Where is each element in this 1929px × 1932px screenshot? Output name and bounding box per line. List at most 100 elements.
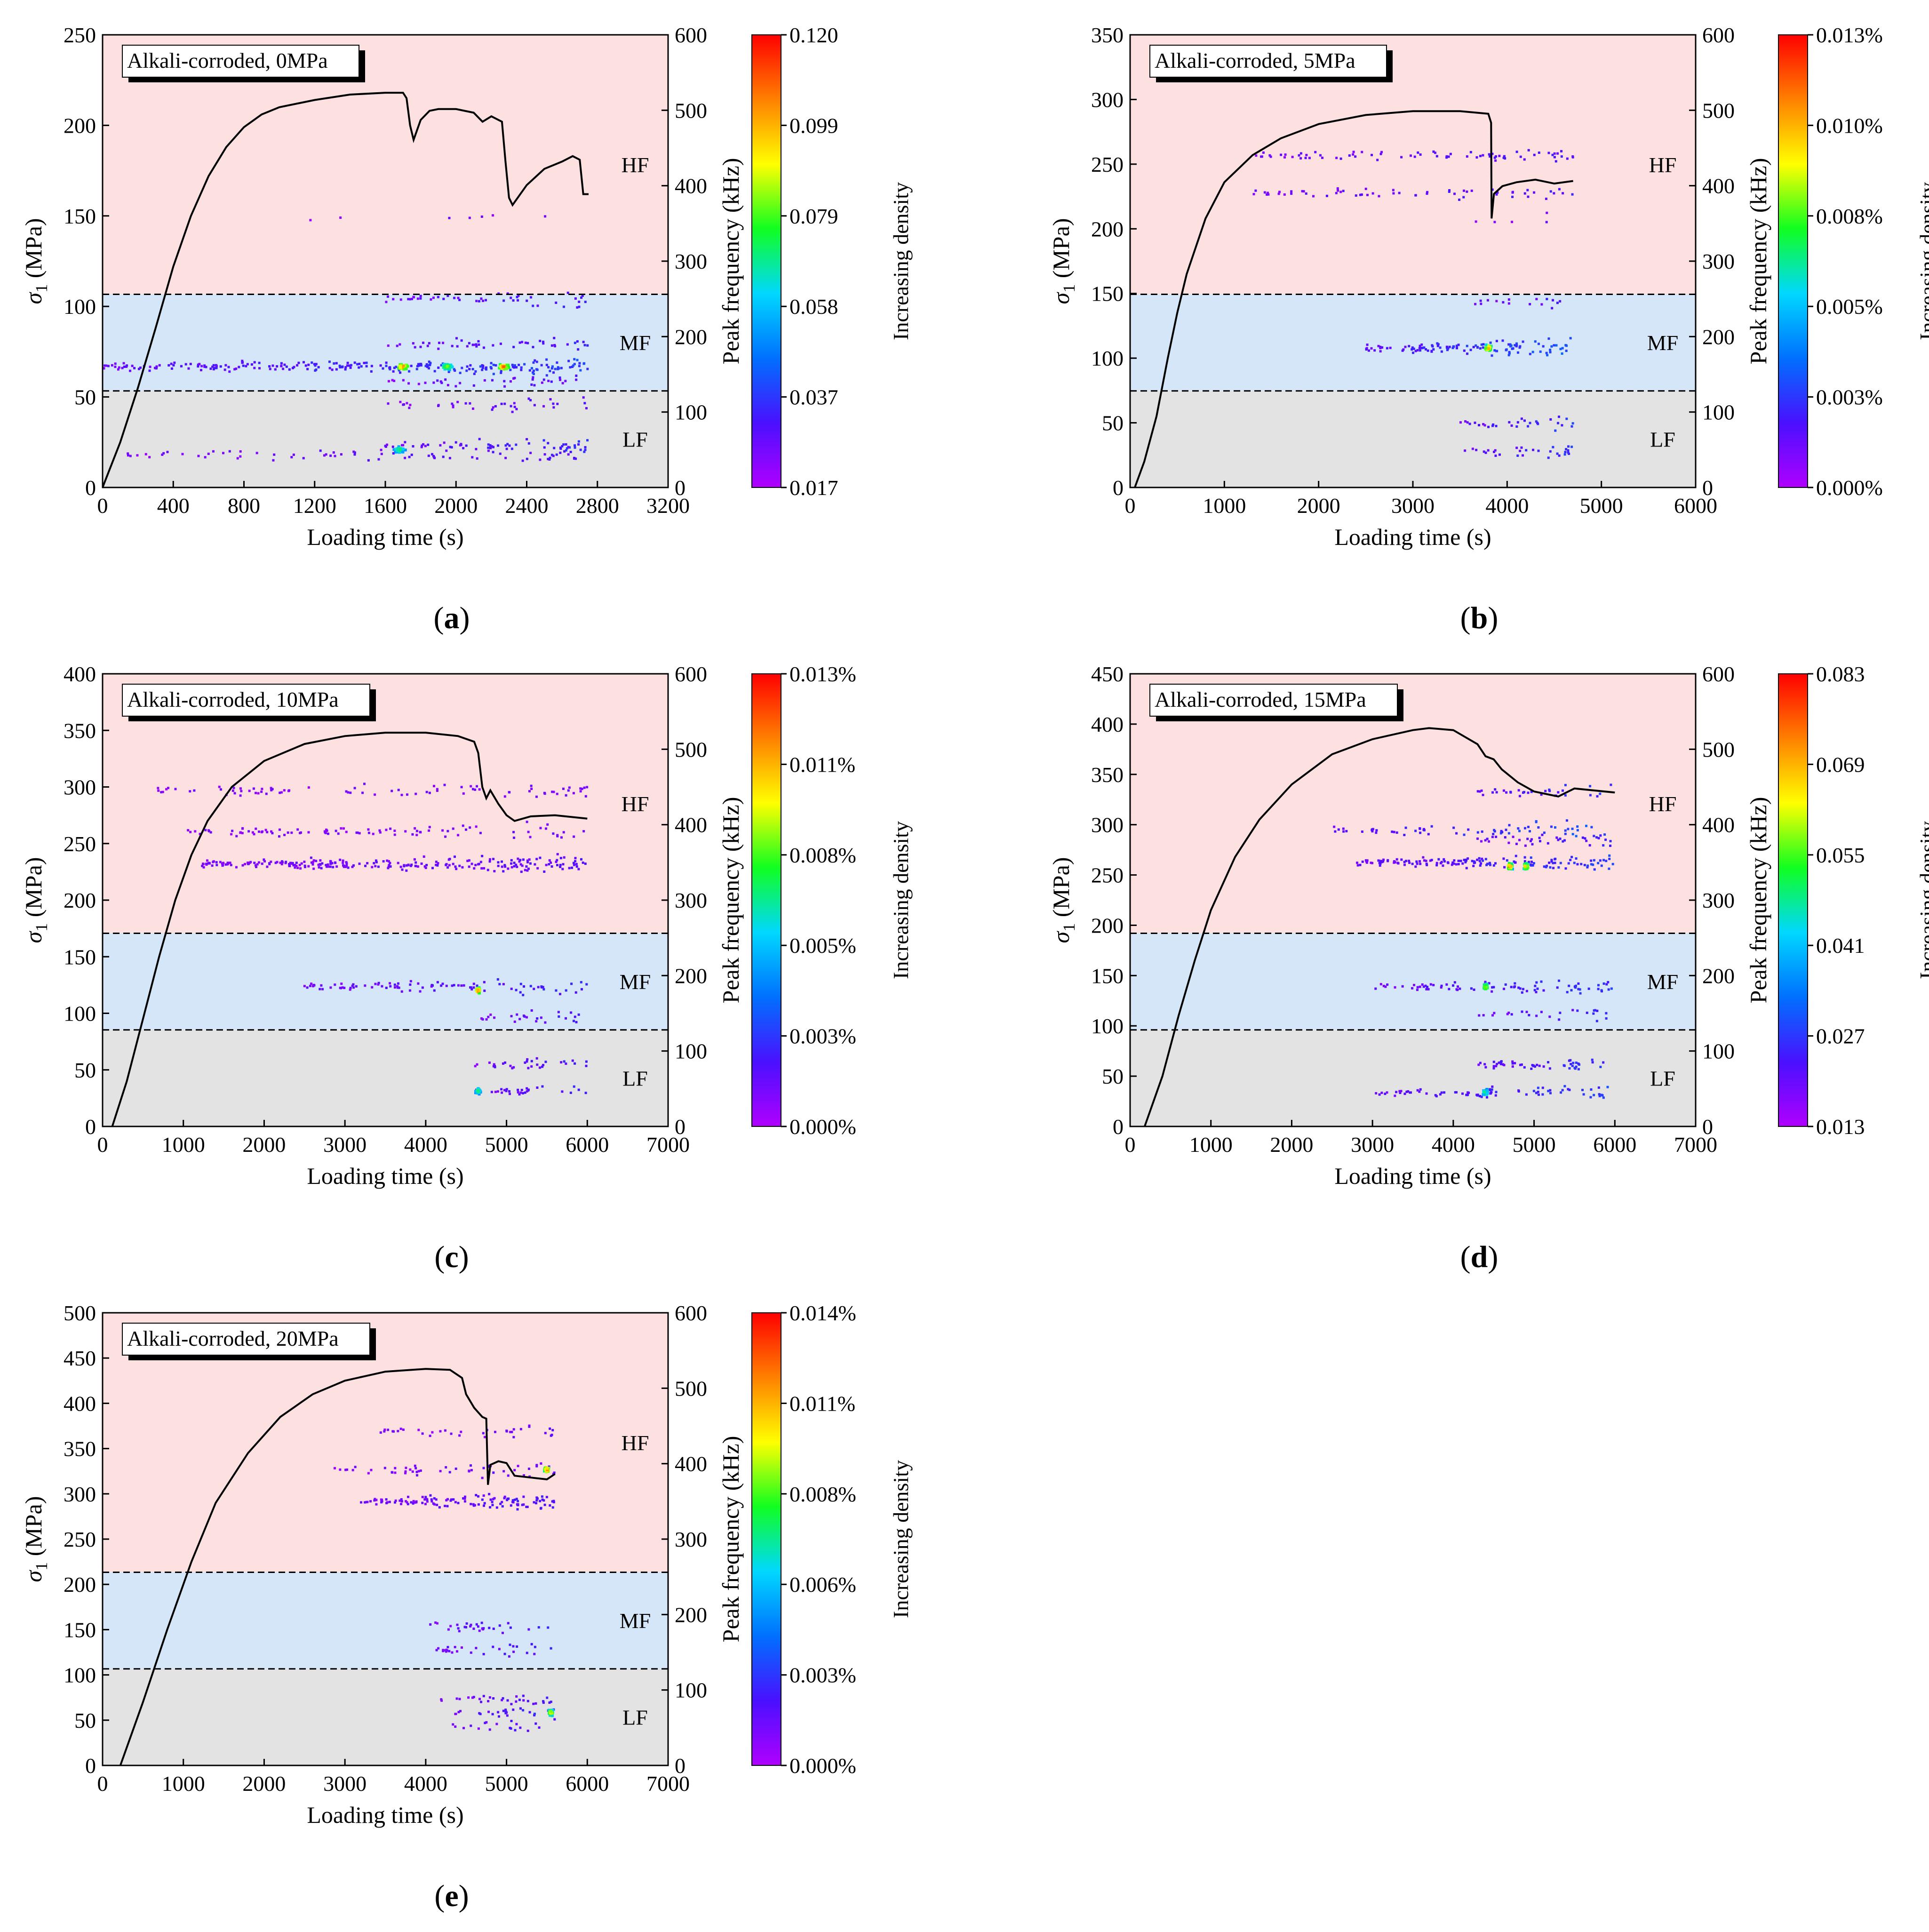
ae-point	[173, 361, 176, 364]
ae-point	[211, 365, 214, 368]
ae-point	[505, 1090, 508, 1093]
ae-point	[1278, 191, 1281, 193]
ae-point	[1600, 864, 1603, 867]
ae-point	[539, 827, 542, 830]
ae-point	[417, 1429, 420, 1431]
ae-point	[377, 983, 380, 986]
mf-band	[1130, 933, 1696, 1030]
colorbar-tick-label: 0.003%	[789, 1024, 856, 1048]
ae-point	[292, 864, 295, 867]
colorbar-tick-label: 0.041	[1816, 934, 1865, 958]
ae-point	[538, 1726, 541, 1729]
ae-point	[388, 864, 391, 867]
panel-label-open: (	[434, 1240, 445, 1274]
ae-point	[260, 790, 263, 793]
ae-point	[1342, 190, 1345, 192]
ae-point	[575, 378, 578, 381]
ae-point	[363, 361, 366, 364]
ae-point	[1575, 857, 1578, 860]
ae-point	[239, 450, 242, 453]
ae-point	[1537, 1091, 1539, 1094]
ae-point	[388, 1501, 391, 1503]
ae-point	[1416, 1089, 1419, 1092]
ae-point	[557, 1011, 560, 1014]
ae-point	[468, 859, 470, 862]
ae-point	[1420, 343, 1423, 346]
ae-point	[1574, 984, 1577, 987]
ae-point	[494, 1066, 496, 1069]
legend-text: Alkali-corroded, 10MPa	[127, 687, 339, 711]
ae-point	[1472, 864, 1475, 867]
ae-point	[1495, 791, 1498, 794]
ae-point	[402, 403, 405, 406]
ae-point	[526, 859, 529, 862]
ae-point	[1606, 1086, 1609, 1088]
legend-text: Alkali-corroded, 15MPa	[1155, 687, 1366, 711]
panel-b: 0 1000 2000 3000 4000 5000 6000050100150200250…	[1048, 23, 1929, 635]
x-tick-label: 2800	[576, 494, 619, 518]
ae-point	[351, 984, 354, 987]
ae-point	[386, 859, 389, 862]
y-right-tick-label: 500	[675, 737, 707, 761]
ae-point	[1568, 452, 1570, 455]
x-tick-label: 1000	[162, 1772, 205, 1796]
ae-point	[235, 866, 238, 869]
ae-point	[475, 300, 478, 303]
y-right-tick-label: 100	[675, 1039, 707, 1063]
ae-point	[577, 1013, 580, 1016]
ae-point	[1549, 450, 1552, 453]
ae-point	[356, 831, 359, 834]
ae-point	[1445, 983, 1448, 986]
ae-point	[288, 368, 291, 371]
ae-point	[401, 868, 404, 871]
ae-point	[1291, 156, 1294, 159]
colorbar-tick-label: 0.006%	[789, 1573, 856, 1597]
ae-point	[441, 829, 444, 832]
ae-point	[468, 1470, 470, 1473]
ae-point	[487, 1015, 490, 1018]
ae-point	[198, 363, 201, 366]
ae-point	[1538, 152, 1540, 154]
ae-point	[1435, 862, 1438, 864]
ae-point	[408, 455, 411, 458]
ae-point	[534, 359, 536, 362]
ae-point	[313, 363, 316, 366]
y-right-tick-label: 200	[675, 1603, 707, 1627]
ae-point	[522, 1503, 525, 1506]
ae-point	[1537, 1094, 1540, 1096]
ae-point	[420, 446, 423, 448]
ae-point	[268, 365, 271, 368]
ae-point	[427, 364, 430, 367]
ae-point	[200, 365, 203, 367]
ae-point	[566, 343, 569, 346]
panel-label: (c)	[434, 1240, 469, 1274]
ae-point	[1503, 866, 1506, 869]
ae-point	[1559, 1012, 1562, 1014]
ae-hotspot-point	[397, 366, 400, 369]
ae-hotspot-point	[502, 367, 506, 371]
ae-point	[399, 1499, 401, 1502]
ae-point	[1413, 155, 1416, 158]
ae-point	[542, 986, 544, 989]
ae-point	[560, 367, 563, 369]
ae-point	[1577, 1068, 1580, 1070]
ae-point	[1480, 303, 1483, 305]
ae-point	[1524, 844, 1527, 847]
ae-point	[399, 343, 401, 346]
ae-point	[399, 371, 402, 374]
ae-point	[1447, 862, 1450, 864]
ae-point	[241, 864, 244, 867]
y-left-tick-label: 250	[64, 1527, 96, 1551]
ae-point	[522, 1699, 525, 1702]
ae-point	[502, 299, 505, 302]
ae-point	[550, 865, 553, 868]
ae-point	[307, 831, 310, 834]
ae-point	[1565, 417, 1568, 420]
ae-point	[1491, 836, 1494, 838]
ae-point	[375, 1499, 378, 1501]
ae-point	[548, 458, 551, 461]
ae-point	[470, 1503, 472, 1506]
ae-point	[533, 1714, 536, 1716]
ae-point	[468, 367, 471, 370]
ae-point	[235, 367, 238, 370]
